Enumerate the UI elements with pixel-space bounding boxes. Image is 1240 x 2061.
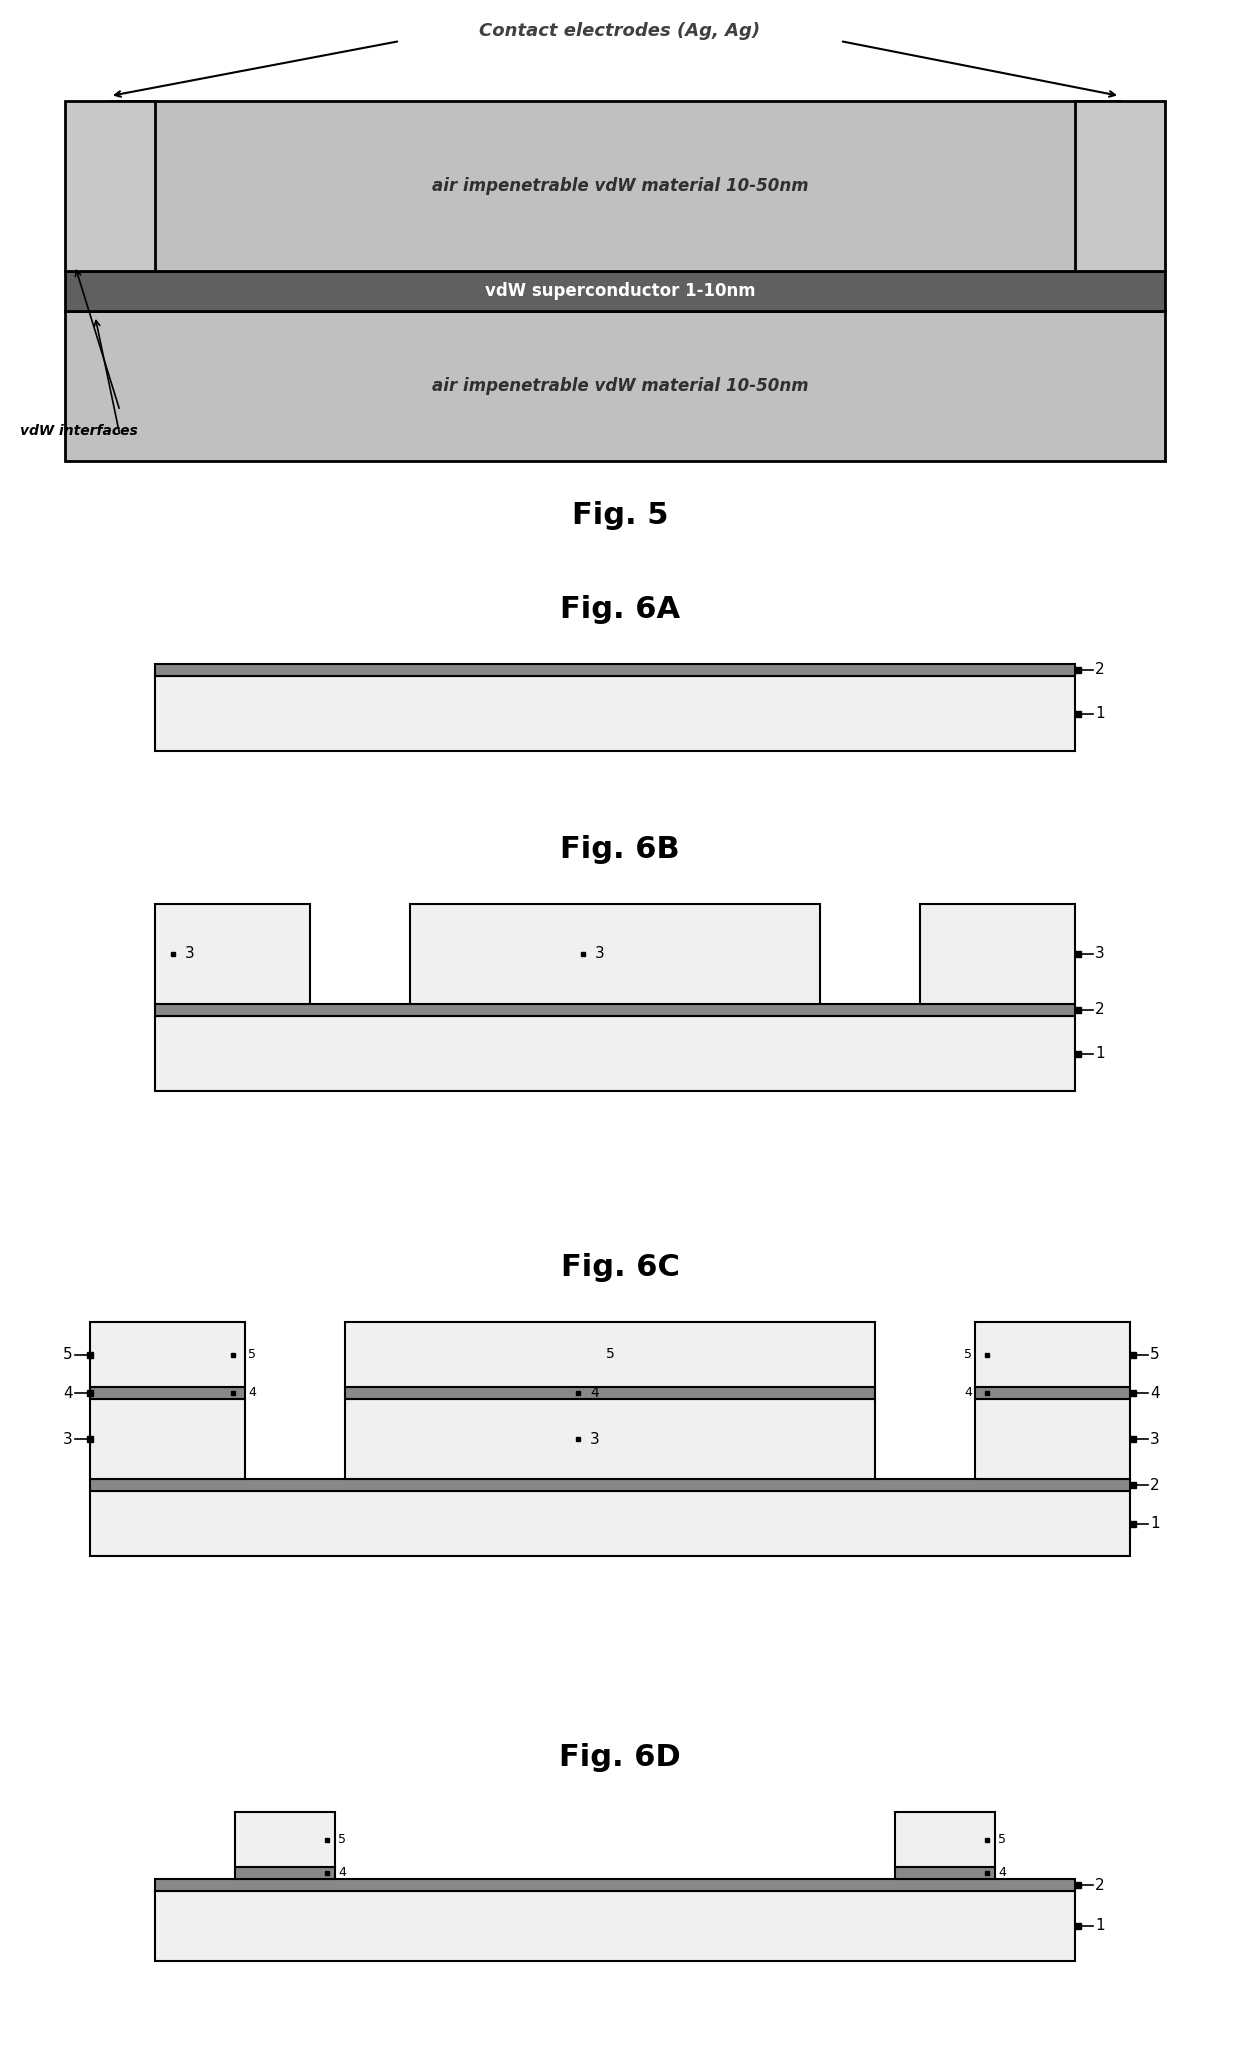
Text: 2: 2 xyxy=(1095,1002,1105,1018)
Text: 2: 2 xyxy=(1095,662,1105,678)
Text: 3: 3 xyxy=(595,946,605,962)
Text: 1: 1 xyxy=(1149,1517,1159,1531)
Text: 3: 3 xyxy=(63,1432,73,1447)
Bar xyxy=(155,1016,1075,1090)
Text: Fig. 5: Fig. 5 xyxy=(572,501,668,530)
Bar xyxy=(91,1399,246,1480)
Text: 5: 5 xyxy=(63,1348,73,1362)
Bar xyxy=(1075,101,1166,270)
Bar xyxy=(155,676,1075,750)
Bar xyxy=(920,905,1075,1004)
Bar xyxy=(895,1867,994,1880)
Text: 1: 1 xyxy=(1095,707,1105,721)
Text: Fig. 6A: Fig. 6A xyxy=(560,594,680,624)
Bar xyxy=(155,905,310,1004)
Text: Contact electrodes (Ag, Ag): Contact electrodes (Ag, Ag) xyxy=(480,23,760,39)
Text: 4: 4 xyxy=(339,1867,346,1880)
Text: 4: 4 xyxy=(1149,1385,1159,1401)
Text: 3: 3 xyxy=(1149,1432,1159,1447)
Bar xyxy=(64,270,1166,311)
Bar xyxy=(975,1321,1130,1387)
Text: Fig. 6B: Fig. 6B xyxy=(560,835,680,864)
Text: 3: 3 xyxy=(185,946,195,962)
Bar xyxy=(236,1867,335,1880)
Text: 5: 5 xyxy=(339,1832,346,1847)
Text: vdW superconductor 1-10nm: vdW superconductor 1-10nm xyxy=(485,282,755,301)
Text: 4: 4 xyxy=(63,1385,73,1401)
Bar xyxy=(91,1480,1130,1490)
Text: 4: 4 xyxy=(248,1387,255,1399)
Text: 5: 5 xyxy=(1149,1348,1159,1362)
Text: air impenetrable vdW material 10-50nm: air impenetrable vdW material 10-50nm xyxy=(432,177,808,196)
Bar xyxy=(110,101,1120,270)
Text: air impenetrable vdW material 10-50nm: air impenetrable vdW material 10-50nm xyxy=(432,377,808,396)
Text: 5: 5 xyxy=(605,1348,614,1362)
Text: 1: 1 xyxy=(1095,1919,1105,1933)
Text: 3: 3 xyxy=(1095,946,1105,962)
Text: 3: 3 xyxy=(590,1432,600,1447)
Bar xyxy=(64,101,155,270)
Text: 5: 5 xyxy=(248,1348,255,1360)
Text: Fig. 6D: Fig. 6D xyxy=(559,1742,681,1772)
Bar xyxy=(236,1812,335,1867)
Bar xyxy=(155,664,1075,676)
Bar xyxy=(410,905,820,1004)
Text: 1: 1 xyxy=(1095,1047,1105,1061)
Bar xyxy=(975,1399,1130,1480)
Text: 2: 2 xyxy=(1095,1878,1105,1892)
Bar xyxy=(91,1387,246,1399)
Bar xyxy=(345,1387,875,1399)
Text: 4: 4 xyxy=(998,1867,1006,1880)
Bar xyxy=(975,1387,1130,1399)
Text: vdW interfaces: vdW interfaces xyxy=(20,425,138,439)
Text: 5: 5 xyxy=(963,1348,972,1360)
Text: 4: 4 xyxy=(965,1387,972,1399)
Bar xyxy=(345,1399,875,1480)
Bar xyxy=(91,1490,1130,1556)
Bar xyxy=(155,1892,1075,1960)
Text: Fig. 6C: Fig. 6C xyxy=(560,1253,680,1282)
Text: 4: 4 xyxy=(590,1385,599,1399)
Bar xyxy=(155,1004,1075,1016)
Bar xyxy=(91,1321,246,1387)
Bar xyxy=(64,311,1166,462)
Bar xyxy=(155,1880,1075,1892)
Text: 5: 5 xyxy=(998,1832,1006,1847)
Bar xyxy=(895,1812,994,1867)
Text: 2: 2 xyxy=(1149,1478,1159,1492)
Bar xyxy=(345,1321,875,1387)
